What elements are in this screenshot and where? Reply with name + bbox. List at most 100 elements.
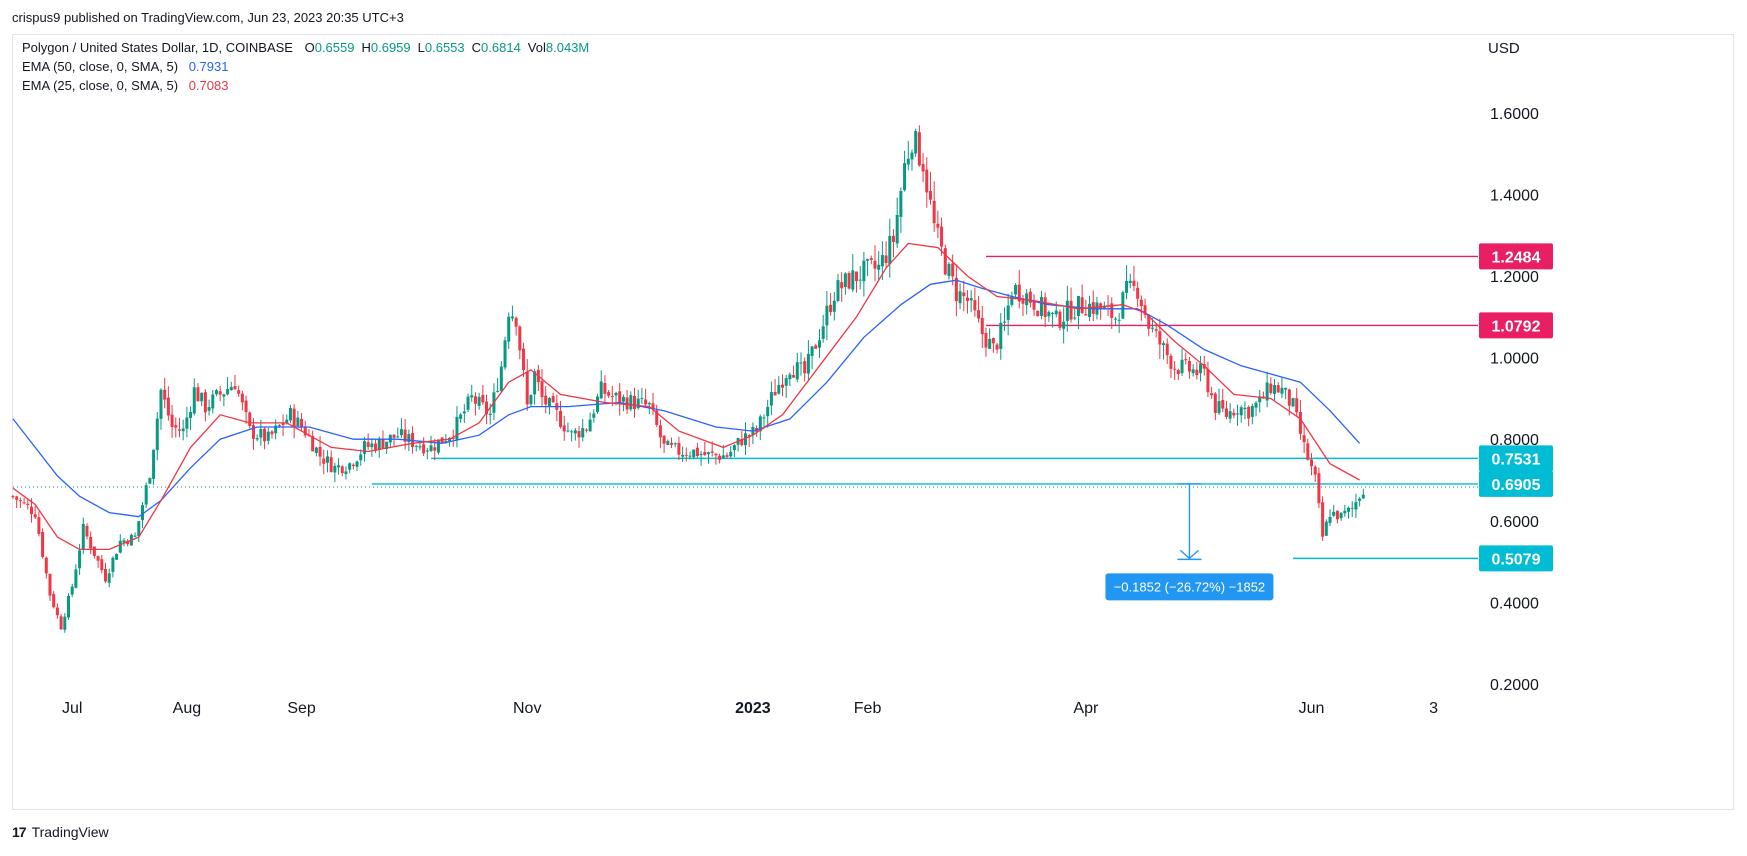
candle-body	[991, 337, 995, 344]
candle-body	[1158, 331, 1162, 345]
candle-body	[651, 403, 655, 410]
candle-body	[337, 465, 341, 468]
candle-body	[773, 391, 777, 396]
candle-body	[174, 425, 178, 428]
candle-body	[462, 411, 466, 414]
candle-body	[166, 397, 170, 416]
candle-body	[396, 436, 400, 438]
candle-body	[825, 305, 829, 326]
candle-body	[59, 616, 63, 630]
candle-body	[814, 345, 818, 349]
price-tag-box	[1479, 445, 1553, 472]
candle-body	[137, 521, 141, 537]
candle-body	[951, 263, 955, 277]
candle-body	[1269, 383, 1273, 393]
candle-body	[529, 395, 533, 405]
candle-body	[588, 419, 592, 432]
candle-body	[1232, 412, 1236, 416]
y-axis-currency: USD	[1488, 40, 1520, 57]
ema25-label: EMA (25, close, 0, SMA, 5)	[22, 78, 179, 93]
price-tag-box	[1479, 312, 1553, 339]
symbol-title[interactable]: Polygon / United States Dollar, 1D, COIN…	[22, 40, 293, 55]
candle-body	[977, 310, 981, 319]
candle-body	[266, 431, 270, 441]
candle-body	[1028, 291, 1032, 303]
candle-body	[1113, 318, 1117, 320]
candle-body	[1210, 393, 1214, 396]
candle-body	[1021, 300, 1025, 304]
candle-body	[1321, 502, 1325, 537]
candle-body	[329, 457, 333, 472]
candle-body	[344, 471, 348, 475]
ohlc-key: H	[361, 40, 371, 55]
candle-body	[274, 425, 278, 434]
candle-body	[599, 381, 603, 399]
candle-body	[1228, 411, 1232, 419]
candle-body	[832, 300, 836, 312]
candle-body	[48, 573, 52, 596]
ema50-legend-row[interactable]: EMA (50, close, 0, SMA, 5) 0.7931	[22, 59, 228, 74]
candle-body	[126, 540, 130, 545]
footer-brand[interactable]: 17 TradingView	[12, 824, 109, 840]
candle-body	[636, 398, 640, 409]
price-tag-box	[1479, 545, 1553, 572]
candle-body	[1213, 393, 1217, 413]
candle-body	[1217, 401, 1221, 414]
candle-body	[436, 439, 440, 453]
candle-body	[906, 158, 910, 165]
candle-body	[26, 503, 30, 505]
candle-body	[784, 378, 788, 386]
candle-body	[296, 417, 300, 427]
symbol-legend-row[interactable]: Polygon / United States Dollar, 1D, COIN…	[22, 40, 589, 55]
candle-body	[695, 447, 699, 457]
candle-body	[1254, 402, 1258, 408]
price-tag-box	[1479, 243, 1553, 270]
candle-body	[603, 383, 607, 394]
candle-body	[1361, 494, 1365, 499]
candle-body	[836, 280, 840, 301]
candle-body	[78, 550, 82, 569]
x-tick-label: Apr	[1073, 700, 1099, 717]
candle-body	[177, 429, 181, 431]
candle-body	[70, 586, 74, 595]
candle-body	[15, 496, 19, 500]
candle-body	[1273, 385, 1277, 394]
candle-body	[780, 384, 784, 388]
candle-body	[766, 407, 770, 417]
candle-body	[1165, 343, 1169, 356]
x-tick-label: Aug	[173, 700, 201, 717]
candle-body	[725, 455, 729, 457]
candle-body	[984, 332, 988, 348]
candle-body	[1335, 510, 1339, 520]
publisher-caption: crispus9 published on TradingView.com, J…	[12, 10, 404, 25]
candle-body	[470, 395, 474, 398]
candle-body	[1065, 300, 1069, 321]
ohlc-value: 0.6814	[481, 40, 521, 55]
x-tick-label: Jul	[62, 700, 82, 717]
candle-body	[618, 391, 622, 404]
candle-body	[226, 389, 230, 395]
candle-body	[932, 200, 936, 224]
ema25-legend-row[interactable]: EMA (25, close, 0, SMA, 5) 0.7083	[22, 78, 228, 93]
candle-body	[873, 260, 877, 269]
candle-body	[917, 132, 921, 166]
candle-body	[1291, 398, 1295, 407]
measure-label: −0.1852 (−26.72%) −1852	[1114, 579, 1265, 594]
candle-body	[399, 429, 403, 436]
candle-body	[888, 235, 892, 265]
candle-body	[485, 401, 489, 415]
y-tick-label: 1.6000	[1490, 106, 1539, 123]
candle-body	[707, 452, 711, 455]
candle-body	[1313, 466, 1317, 475]
candle-body	[662, 435, 666, 444]
ohlc-value: 0.6553	[424, 40, 465, 55]
candle-body	[803, 361, 807, 374]
x-tick-label: Nov	[513, 700, 541, 717]
chart-pane[interactable]	[12, 34, 1734, 810]
candle-body	[314, 447, 318, 454]
candle-body	[163, 389, 167, 400]
candle-body	[810, 346, 814, 356]
ohlc-key: C	[471, 40, 482, 55]
candle-body	[1239, 407, 1243, 416]
